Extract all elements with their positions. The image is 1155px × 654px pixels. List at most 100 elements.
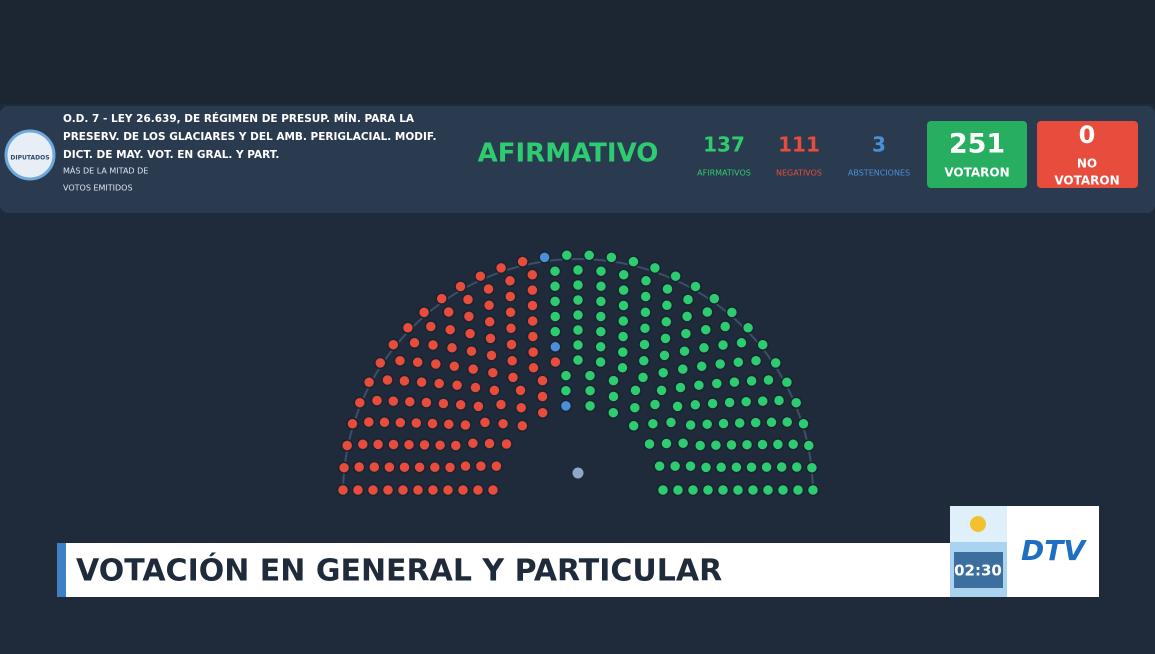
tally-label: NEGATIVOS <box>776 169 822 178</box>
seat <box>684 418 697 432</box>
seat <box>456 483 470 497</box>
seat <box>536 374 549 387</box>
seat <box>780 376 794 389</box>
seat <box>745 460 758 474</box>
seat <box>693 439 707 452</box>
clock-face <box>954 552 1003 588</box>
seat <box>741 321 755 335</box>
seat <box>443 461 457 474</box>
top-band <box>0 0 1155 104</box>
seat <box>424 320 438 333</box>
seat <box>548 310 562 323</box>
seat <box>459 459 472 473</box>
seat <box>790 460 804 474</box>
seat <box>802 439 816 452</box>
seat <box>466 362 480 376</box>
seat <box>746 483 760 497</box>
seat <box>730 460 743 474</box>
seat <box>548 295 562 308</box>
seat <box>628 401 642 414</box>
seat <box>660 437 673 450</box>
lower-third-text: VOTACIÓN EN GENERAL Y PARTICULAR <box>76 552 722 589</box>
seat <box>594 295 608 308</box>
seat <box>740 438 754 451</box>
seat <box>659 332 672 345</box>
seat <box>761 483 775 497</box>
seat <box>411 355 424 369</box>
seat <box>756 338 769 351</box>
seat <box>449 439 463 452</box>
seat <box>401 321 415 335</box>
seat <box>762 373 775 387</box>
seat <box>716 483 730 497</box>
seat <box>516 419 529 433</box>
seat <box>504 306 517 319</box>
seat <box>658 349 671 362</box>
tally-label: ABSTENCIONES <box>848 169 910 178</box>
seat <box>627 419 640 433</box>
seat <box>668 459 682 473</box>
seat <box>749 416 762 429</box>
seat <box>362 376 376 389</box>
seat <box>571 353 585 367</box>
seat <box>482 299 496 312</box>
seat <box>548 325 562 338</box>
seat <box>648 261 662 275</box>
seat <box>514 384 527 397</box>
seat <box>594 325 608 338</box>
seat <box>699 461 713 474</box>
seat <box>459 418 472 432</box>
seat <box>378 416 391 429</box>
seat <box>371 438 385 451</box>
channel-box <box>1007 506 1099 597</box>
seat <box>571 278 585 292</box>
seat <box>714 461 728 474</box>
seat <box>514 401 528 414</box>
seat <box>527 361 540 375</box>
seat <box>607 406 620 419</box>
seat <box>765 416 778 429</box>
seat <box>616 330 630 343</box>
seat <box>368 460 381 474</box>
seat <box>437 397 450 410</box>
seat <box>706 397 719 410</box>
seat <box>366 483 380 497</box>
seat <box>716 338 730 352</box>
seat <box>516 255 529 268</box>
seat <box>718 320 732 333</box>
seat <box>526 330 540 343</box>
seat <box>655 384 668 397</box>
seat <box>394 416 407 429</box>
seat <box>700 417 714 431</box>
seat <box>469 381 482 394</box>
header-line: DICT. DE MAY. VOT. EN GRAL. Y PART. <box>63 149 279 161</box>
seat <box>699 323 713 336</box>
seat <box>671 400 684 413</box>
seat <box>636 371 650 384</box>
tally-label: AFIRMATIVOS <box>697 169 751 178</box>
seat <box>676 436 690 450</box>
seat <box>526 283 539 297</box>
seat <box>417 306 431 319</box>
seat <box>548 264 562 278</box>
seat <box>560 249 574 262</box>
seat <box>410 416 423 430</box>
seat <box>639 290 652 303</box>
seat <box>396 483 410 497</box>
seat <box>426 338 440 352</box>
seat <box>505 338 518 351</box>
seat <box>776 483 790 497</box>
seat <box>594 340 607 354</box>
seat <box>638 322 652 335</box>
seat <box>775 460 788 474</box>
seat <box>526 299 539 312</box>
header-line: O.D. 7 - LEY 26.639, DE RÉGIMEN DE PRESU… <box>63 112 415 125</box>
seat <box>383 460 396 474</box>
not-voted-label: VOTARON <box>1054 174 1119 188</box>
seat <box>559 369 573 382</box>
seat <box>381 373 394 387</box>
seat <box>381 483 395 497</box>
seat <box>352 460 366 474</box>
seat <box>441 483 455 497</box>
